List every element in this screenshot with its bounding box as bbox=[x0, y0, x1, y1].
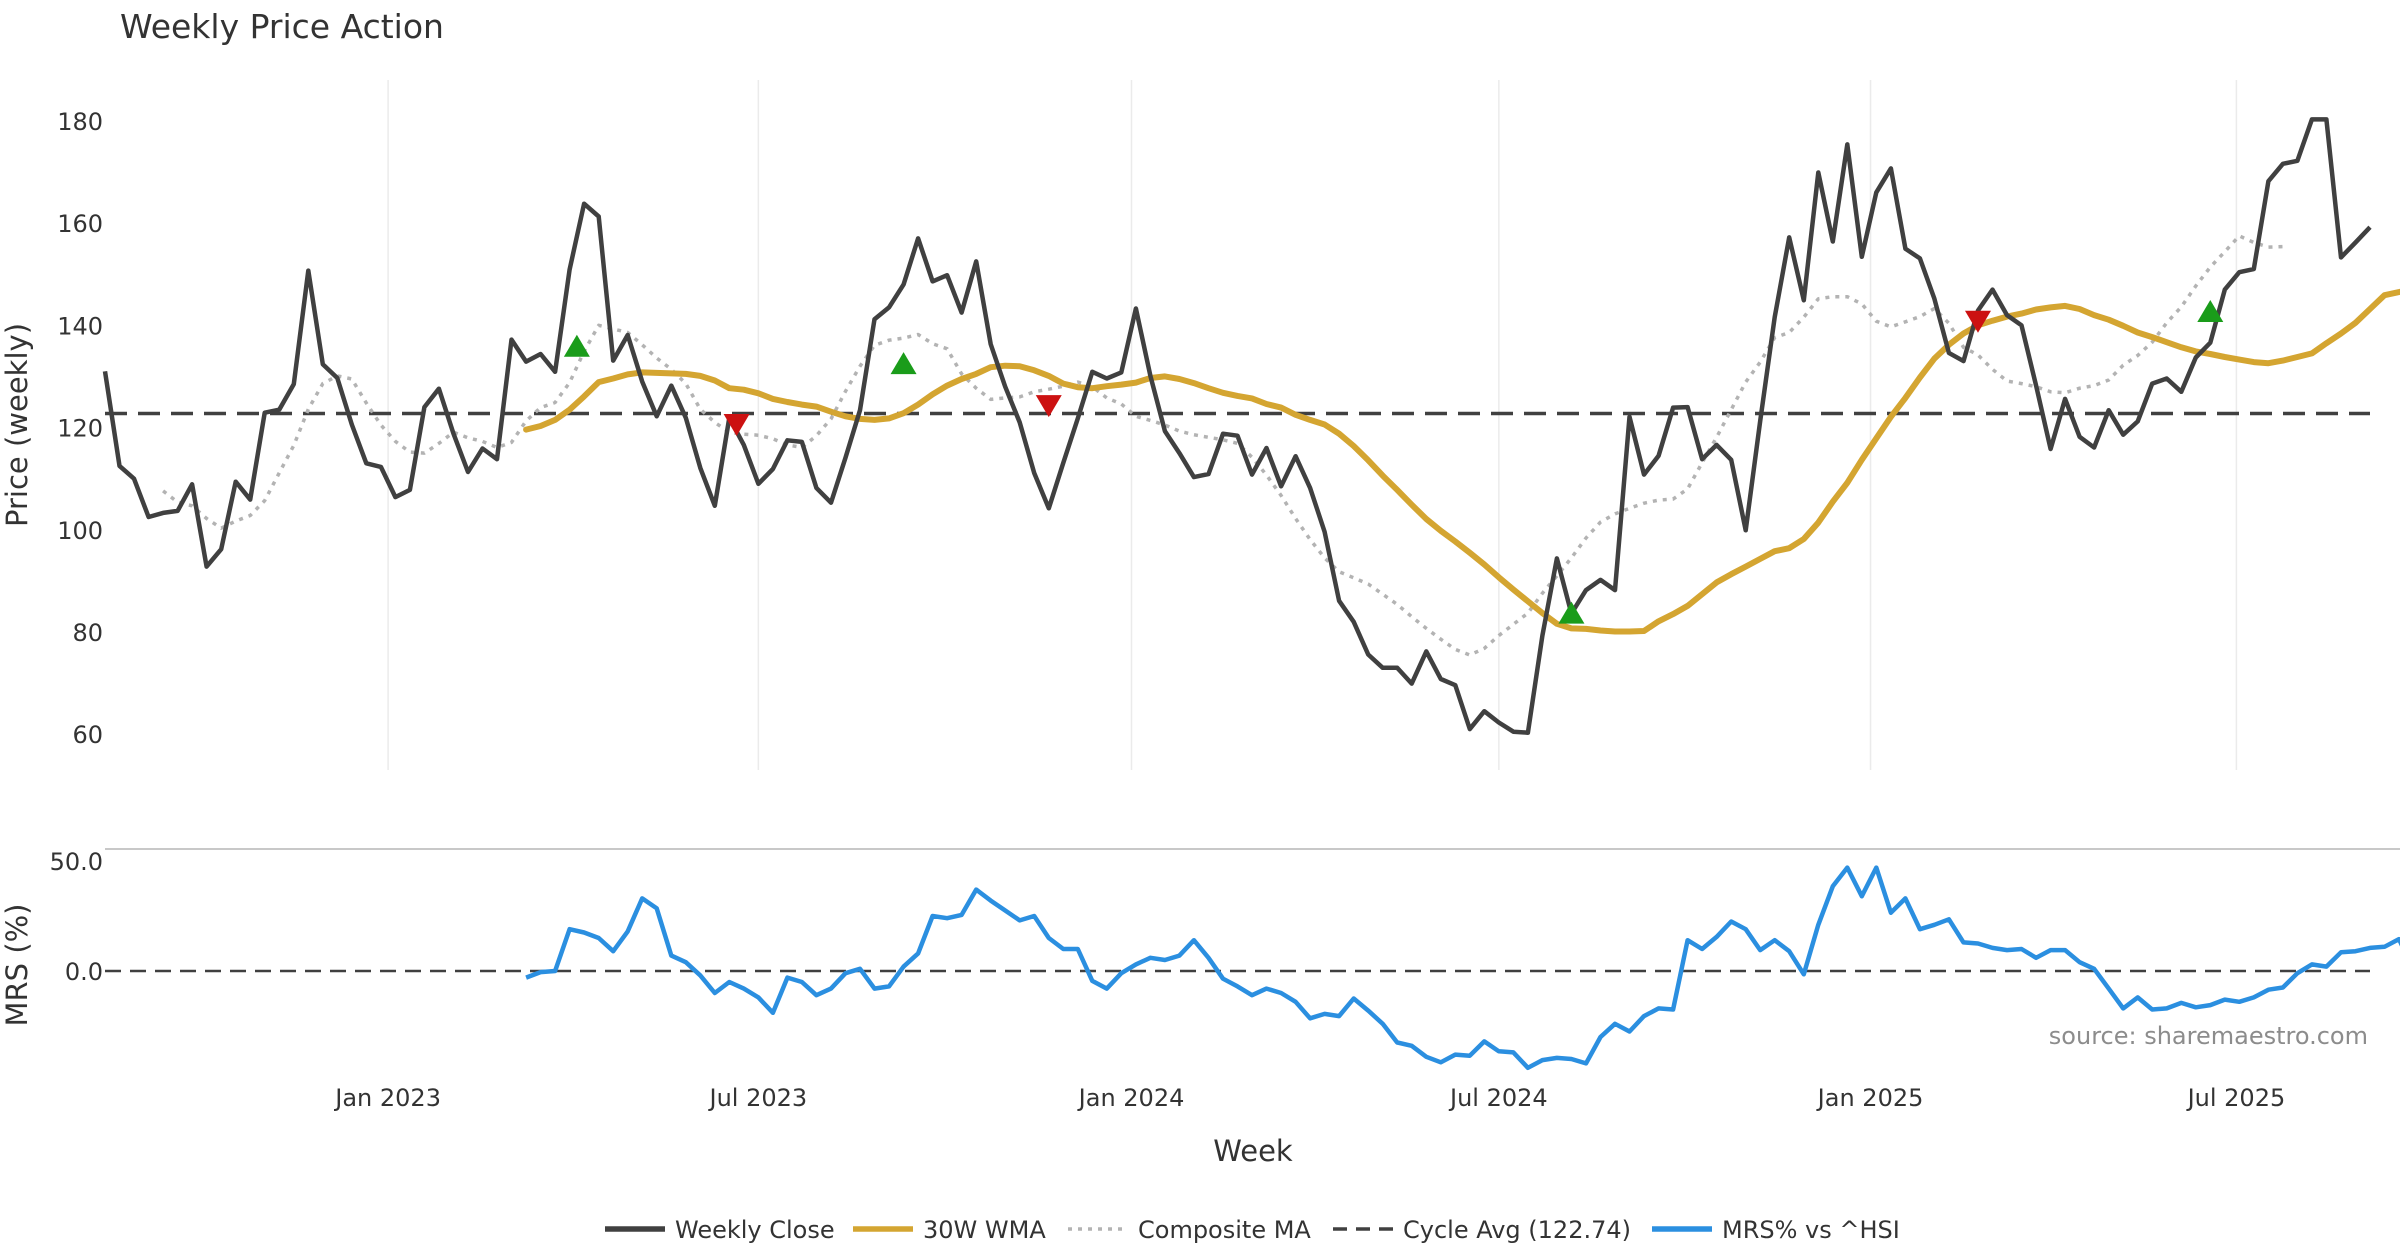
legend-label: MRS% vs ^HSI bbox=[1722, 1216, 1900, 1244]
signal-markers bbox=[563, 300, 2224, 624]
price-series bbox=[102, 117, 2400, 735]
buy-signal-marker bbox=[1558, 601, 1585, 624]
x-axis-label: Week bbox=[1213, 1134, 1293, 1168]
sell-signal-marker bbox=[723, 414, 750, 436]
x-axis-ticks: Jan 2023 Jul 2023 Jan 2024 Jul 2024 Jan 2025… bbox=[333, 1084, 2285, 1112]
composite-ma-line bbox=[162, 234, 2283, 657]
buy-signal-marker bbox=[890, 352, 917, 375]
mrs-y-tick-label: 0.0 bbox=[65, 958, 103, 986]
x-tick-label: Jul 2025 bbox=[2186, 1084, 2286, 1112]
legend-label: Composite MA bbox=[1138, 1216, 1311, 1244]
x-tick-label: Jan 2023 bbox=[333, 1084, 441, 1112]
price-y-ticks: 60 80 100 120 140 160 180 bbox=[57, 108, 103, 749]
source-annotation: source: sharemaestro.com bbox=[2049, 1022, 2368, 1050]
chart-title: Weekly Price Action bbox=[120, 7, 444, 46]
mrs-y-axis-label: MRS (%) bbox=[0, 904, 34, 1027]
mrs-panel: 0.0 50.0 MRS (%) source: sharemaestro.com bbox=[0, 848, 2400, 1071]
price-y-tick-label: 160 bbox=[57, 210, 103, 238]
vertical-gridlines bbox=[387, 80, 2238, 770]
price-y-tick-label: 180 bbox=[57, 108, 103, 136]
sell-signal-marker bbox=[1035, 395, 1062, 418]
wma-30w-line bbox=[523, 288, 2400, 635]
price-y-tick-label: 140 bbox=[57, 312, 103, 340]
sell-signal-marker bbox=[1964, 310, 1991, 333]
buy-signal-marker bbox=[563, 334, 590, 357]
x-tick-label: Jul 2023 bbox=[708, 1084, 808, 1112]
x-tick-label: Jan 2024 bbox=[1077, 1084, 1185, 1112]
legend: Weekly Close 30W WMA Composite MA Cycle Avg… bbox=[605, 1216, 1900, 1244]
mrs-line bbox=[525, 865, 2400, 1071]
buy-signal-marker bbox=[2197, 300, 2224, 323]
x-tick-label: Jan 2025 bbox=[1816, 1084, 1924, 1112]
price-y-axis-label: Price (weekly) bbox=[0, 323, 34, 527]
price-y-tick-label: 60 bbox=[72, 721, 103, 749]
legend-label: Weekly Close bbox=[675, 1216, 835, 1244]
price-y-tick-label: 100 bbox=[57, 517, 103, 545]
legend-label: 30W WMA bbox=[923, 1216, 1046, 1244]
price-y-tick-label: 120 bbox=[57, 415, 103, 443]
price-panel: 60 80 100 120 140 160 180 Price (weekly) bbox=[0, 108, 2400, 749]
weekly-close-line bbox=[102, 117, 2372, 735]
price-y-tick-label: 80 bbox=[72, 619, 103, 647]
mrs-series bbox=[105, 865, 2400, 1071]
mrs-y-ticks: 0.0 50.0 bbox=[50, 848, 103, 986]
x-tick-label: Jul 2024 bbox=[1448, 1084, 1548, 1112]
mrs-y-tick-label: 50.0 bbox=[50, 848, 103, 876]
legend-label: Cycle Avg (122.74) bbox=[1403, 1216, 1631, 1244]
